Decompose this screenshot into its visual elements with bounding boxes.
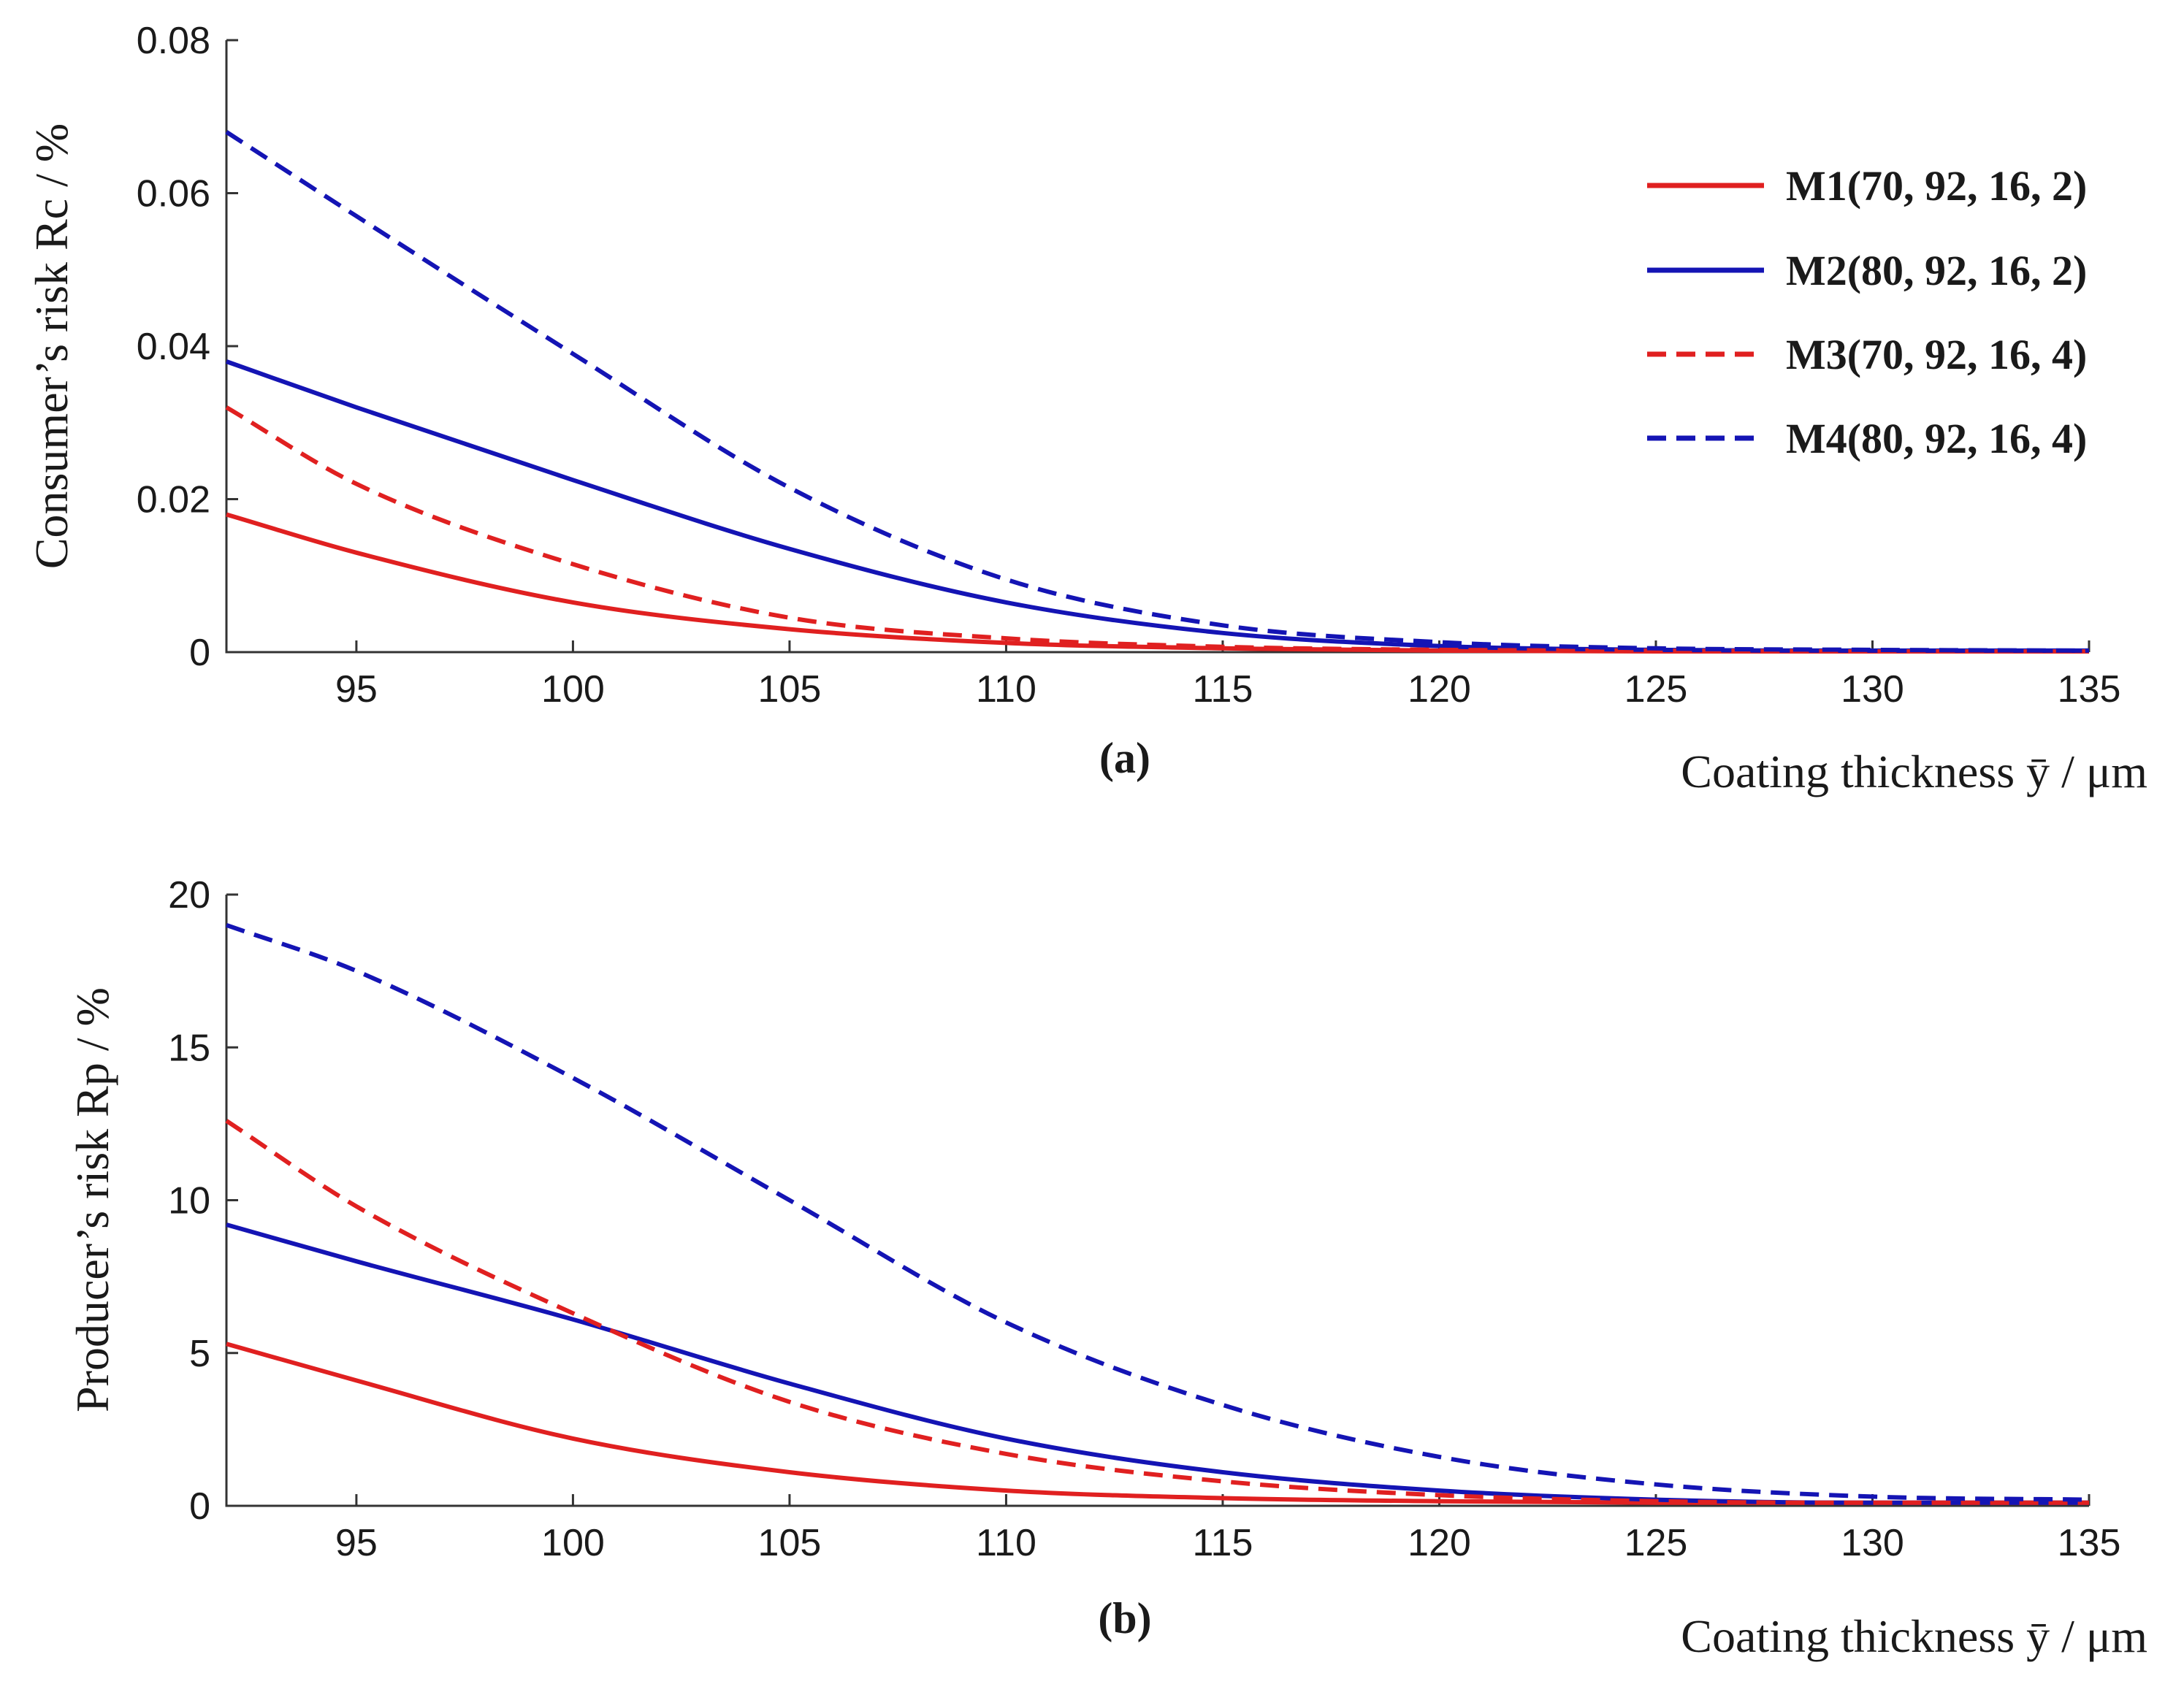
chart-a-y-ticks: 0 0.02 0.04 0.06 0.08 (137, 20, 238, 674)
chart-a-series-m2-line (226, 359, 2089, 653)
chart-b-y-tick-label: 0 (189, 1485, 210, 1528)
chart-a-x-tick-label: 105 (758, 668, 822, 711)
chart-a-x-tick-label: 95 (335, 668, 378, 711)
chart-a-x-tick-label: 120 (1408, 668, 1471, 711)
chart-a-series-m4-line (225, 130, 2090, 653)
chart-b-x-tick-label: 125 (1624, 1522, 1688, 1564)
chart-b-x-ticks: 95 100 105 110 115 120 125 130 135 (335, 1494, 2120, 1564)
legend-label-m1: M1(70, 92, 16, 2) (1786, 162, 2087, 210)
chart-a-x-tick-label: 110 (976, 668, 1036, 711)
chart-a-x-axis-title: Coating thickness ȳ / μm (1681, 746, 2147, 797)
chart-a-x-tick-label: 130 (1841, 668, 1904, 711)
chart-b-x-tick-label: 100 (541, 1522, 605, 1564)
chart-b-y-ticks: 0 5 10 15 20 (168, 874, 238, 1528)
chart-b-series-m4-line (225, 922, 2090, 1502)
chart-b-x-tick-label: 120 (1408, 1522, 1471, 1564)
chart-b-series-m3-line (225, 1119, 2089, 1505)
chart-b-y-tick-label: 10 (168, 1180, 210, 1222)
chart-a-y-tick-label: 0.08 (137, 20, 210, 62)
chart-a-y-axis-title: Consumer’s risk Rc / % (26, 123, 77, 569)
chart-a-y-tick-label: 0.04 (137, 326, 210, 368)
chart-a-x-tick-label: 115 (1193, 668, 1253, 711)
legend-entry-m3: M3(70, 92, 16, 4) (1647, 331, 2087, 378)
legend-label-m2: M2(80, 92, 16, 2) (1786, 247, 2087, 294)
legend-label-m3: M3(70, 92, 16, 4) (1786, 331, 2087, 378)
chart-b-panel-label: (b) (1098, 1594, 1151, 1642)
chart-b-x-tick-label: 105 (758, 1522, 822, 1564)
legend-entry-m4: M4(80, 92, 16, 4) (1647, 415, 2087, 462)
chart-a-y-tick-label: 0.06 (137, 173, 210, 215)
chart-b-x-tick-label: 130 (1841, 1522, 1904, 1564)
chart-b-axis-frame (225, 895, 2089, 1507)
legend-entry-m2: M2(80, 92, 16, 2) (1647, 247, 2087, 294)
chart-b-series (225, 922, 2090, 1505)
chart-a-x-tick-label: 100 (541, 668, 605, 711)
chart-a-x-ticks: 95 100 105 110 115 120 125 130 135 (335, 640, 2120, 711)
chart-a-legend: M1(70, 92, 16, 2) M2(80, 92, 16, 2) M3(7… (1647, 162, 2087, 462)
chart-a-y-tick-label: 0 (189, 632, 210, 674)
legend-entry-m1: M1(70, 92, 16, 2) (1647, 162, 2087, 210)
chart-b-y-axis-title: Producer’s risk Rp / % (66, 987, 118, 1412)
chart-b-x-tick-label: 95 (335, 1522, 378, 1564)
chart-a-series-m1-line (226, 512, 2089, 654)
chart-b-y-tick-label: 20 (168, 874, 210, 916)
chart-a-series (225, 130, 2090, 654)
chart-b-series-m2-line (226, 1222, 2089, 1505)
chart-panel-a: 0 0.02 0.04 0.06 0.08 95 100 105 110 115 120 125 13… (26, 20, 2147, 797)
chart-b-x-tick-label: 110 (976, 1522, 1036, 1564)
chart-b-series-m1-line (226, 1342, 2089, 1505)
chart-b-x-axis-title: Coating thickness ȳ / μm (1681, 1610, 2147, 1662)
chart-panel-b: 0 5 10 15 20 95 100 105 110 115 120 125 130 135 Prod… (66, 874, 2147, 1662)
chart-b-x-tick-label: 115 (1193, 1522, 1253, 1564)
chart-a-x-tick-label: 135 (2058, 668, 2121, 711)
chart-b-y-tick-label: 15 (168, 1027, 210, 1069)
chart-a-panel-label: (a) (1099, 734, 1150, 782)
chart-b-y-tick-label: 5 (189, 1333, 210, 1375)
chart-a-y-tick-label: 0.02 (137, 479, 210, 521)
chart-b-x-tick-label: 135 (2058, 1522, 2121, 1564)
legend-label-m4: M4(80, 92, 16, 4) (1786, 415, 2087, 462)
chart-a-x-tick-label: 125 (1624, 668, 1688, 711)
